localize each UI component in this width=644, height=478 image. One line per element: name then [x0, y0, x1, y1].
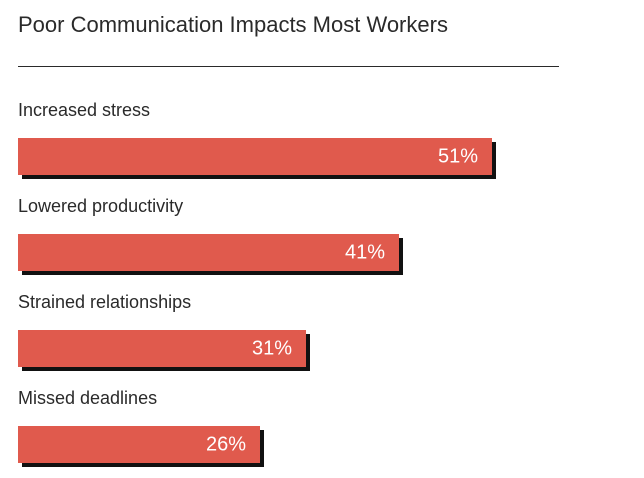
bar-fill	[18, 426, 260, 463]
bar-category-label: Strained relationships	[18, 292, 192, 312]
bar-fill	[18, 234, 399, 271]
bar-category-label: Lowered productivity	[18, 196, 184, 216]
bar-mark: 51%	[18, 138, 496, 179]
bar-value-label: 51%	[437, 145, 478, 167]
bar-mark: 26%	[18, 426, 264, 467]
bar-mark: 41%	[18, 234, 403, 275]
bar-category-label: Missed deadlines	[18, 388, 158, 408]
bar-value-label: 26%	[205, 433, 246, 455]
chart-title: Poor Communication Impacts Most Workers	[18, 12, 448, 37]
bar-row: Lowered productivity 41%	[18, 196, 618, 286]
bar-fill	[18, 138, 492, 175]
bar-value-label: 41%	[344, 241, 385, 263]
title-divider	[18, 66, 559, 67]
bar-row: Missed deadlines 26%	[18, 388, 618, 478]
bar-row: Increased stress 51%	[18, 100, 618, 190]
bar-row: Strained relationships 31%	[18, 292, 618, 382]
bar-fill	[18, 330, 306, 367]
bar-mark: 31%	[18, 330, 310, 371]
bar-value-label: 31%	[251, 337, 292, 359]
bar-category-label: Increased stress	[18, 100, 151, 120]
